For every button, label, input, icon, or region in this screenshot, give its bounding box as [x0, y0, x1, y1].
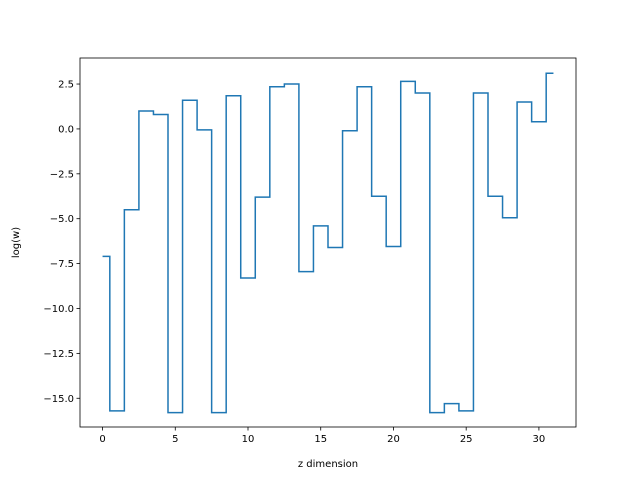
y-tick-label: −7.5 [50, 259, 74, 270]
y-axis-label: log(w) [11, 227, 22, 258]
y-tick-label: 2.5 [58, 80, 74, 91]
y-tick-label: −10.0 [43, 304, 74, 315]
x-tick-label: 10 [242, 434, 255, 445]
x-tick-label: 5 [172, 434, 178, 445]
y-tick-label: −5.0 [50, 214, 74, 225]
y-tick-label: −12.5 [43, 349, 74, 360]
x-tick-label: 30 [533, 434, 546, 445]
x-tick-label: 20 [387, 434, 400, 445]
y-tick-label: 0.0 [58, 124, 74, 135]
axes-frame [79, 57, 577, 428]
x-tick-label: 25 [460, 434, 473, 445]
x-tick-label: 15 [314, 434, 327, 445]
x-tick-label: 0 [99, 434, 105, 445]
plot-area [102, 72, 554, 414]
y-tick-label: −15.0 [43, 394, 74, 405]
x-axis-label: z dimension [298, 459, 358, 470]
series-line-0 [102, 72, 554, 414]
axis-ticks: 0 5 10 15 20 25 30 −15.0 −12.5 −10.0 −7.5 −5.0 −2.5 0… [43, 80, 545, 445]
y-tick-label: −2.5 [50, 169, 74, 180]
